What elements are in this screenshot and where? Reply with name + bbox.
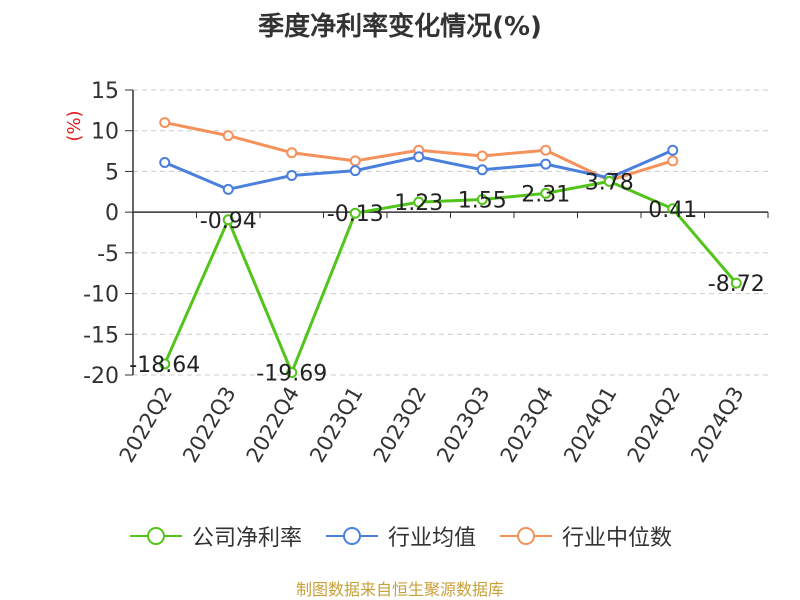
- data-point: [222, 183, 234, 195]
- data-point: [349, 207, 361, 219]
- y-tick-label: 5: [105, 160, 119, 185]
- data-point: [286, 147, 298, 159]
- legend-label-industry-median: 行业中位数: [562, 526, 673, 551]
- data-point: [349, 155, 361, 167]
- data-point: [413, 196, 425, 208]
- data-label: -8.72: [708, 272, 765, 297]
- data-point: [286, 366, 298, 378]
- data-point: [286, 170, 298, 181]
- legend: 公司净利率 行业均值 行业中位数: [0, 520, 800, 552]
- data-point: [730, 277, 742, 289]
- y-tick-label: 10: [91, 120, 119, 145]
- x-tick-label: 2023Q3: [432, 383, 494, 467]
- data-point: [349, 165, 361, 177]
- data-label: -0.13: [327, 202, 384, 227]
- legend-item-industry-median[interactable]: 行业中位数: [498, 520, 672, 552]
- x-tick-label: 2022Q2: [115, 383, 177, 467]
- data-point: [603, 175, 615, 187]
- y-tick-label: -10: [83, 283, 119, 308]
- data-point: [667, 203, 679, 215]
- y-tick-label: 15: [91, 79, 119, 104]
- x-tick-label: 2022Q3: [178, 383, 240, 467]
- x-tick-label: 2024Q3: [686, 383, 748, 467]
- data-point: [159, 156, 171, 168]
- data-label: -18.64: [129, 353, 200, 378]
- legend-item-company[interactable]: 公司净利率: [128, 520, 302, 552]
- data-label: 1.55: [458, 189, 507, 214]
- data-point: [159, 358, 171, 370]
- data-point: [667, 144, 679, 156]
- data-point: [222, 130, 234, 142]
- data-point: [540, 144, 552, 156]
- data-label: 0.41: [648, 198, 697, 223]
- data-point: [413, 151, 425, 163]
- y-tick-label: -20: [83, 364, 119, 389]
- series-line: [163, 179, 738, 374]
- y-tick-label: -5: [97, 242, 119, 267]
- y-tick-label: -15: [83, 323, 119, 348]
- x-tick-label: 2023Q1: [305, 383, 367, 467]
- data-point: [540, 158, 552, 170]
- legend-line-marker-icon: [500, 527, 552, 545]
- data-point: [540, 187, 552, 199]
- data-point: [159, 117, 171, 129]
- data-point: [222, 214, 234, 226]
- legend-label-company: 公司净利率: [191, 526, 302, 551]
- legend-line-marker-icon: [129, 527, 182, 545]
- data-label: -0.94: [200, 209, 257, 234]
- legend-line-marker-icon: [325, 527, 378, 545]
- data-label: 1.23: [394, 191, 443, 216]
- source-note: 制图数据来自恒生聚源数据库: [295, 580, 504, 599]
- y-axis-label: (%): [64, 110, 85, 141]
- legend-item-industry-mean[interactable]: 行业均值: [324, 520, 476, 552]
- y-tick-label: 0: [105, 201, 119, 226]
- x-tick-label: 2024Q1: [559, 383, 621, 467]
- data-point: [476, 194, 488, 206]
- data-label: 2.31: [521, 182, 570, 207]
- x-tick-label: 2023Q4: [496, 383, 558, 467]
- data-label: 3.78: [585, 170, 634, 195]
- data-point: [476, 164, 488, 176]
- data-label: -19.69: [256, 361, 327, 386]
- x-tick-label: 2022Q4: [242, 383, 304, 467]
- legend-label-industry-mean: 行业均值: [387, 526, 476, 551]
- data-point: [476, 150, 488, 162]
- data-point: [667, 155, 679, 167]
- x-tick-label: 2024Q2: [623, 383, 685, 467]
- chart-title: 季度净利率变化情况(%): [258, 12, 542, 42]
- x-tick-label: 2023Q2: [369, 383, 431, 467]
